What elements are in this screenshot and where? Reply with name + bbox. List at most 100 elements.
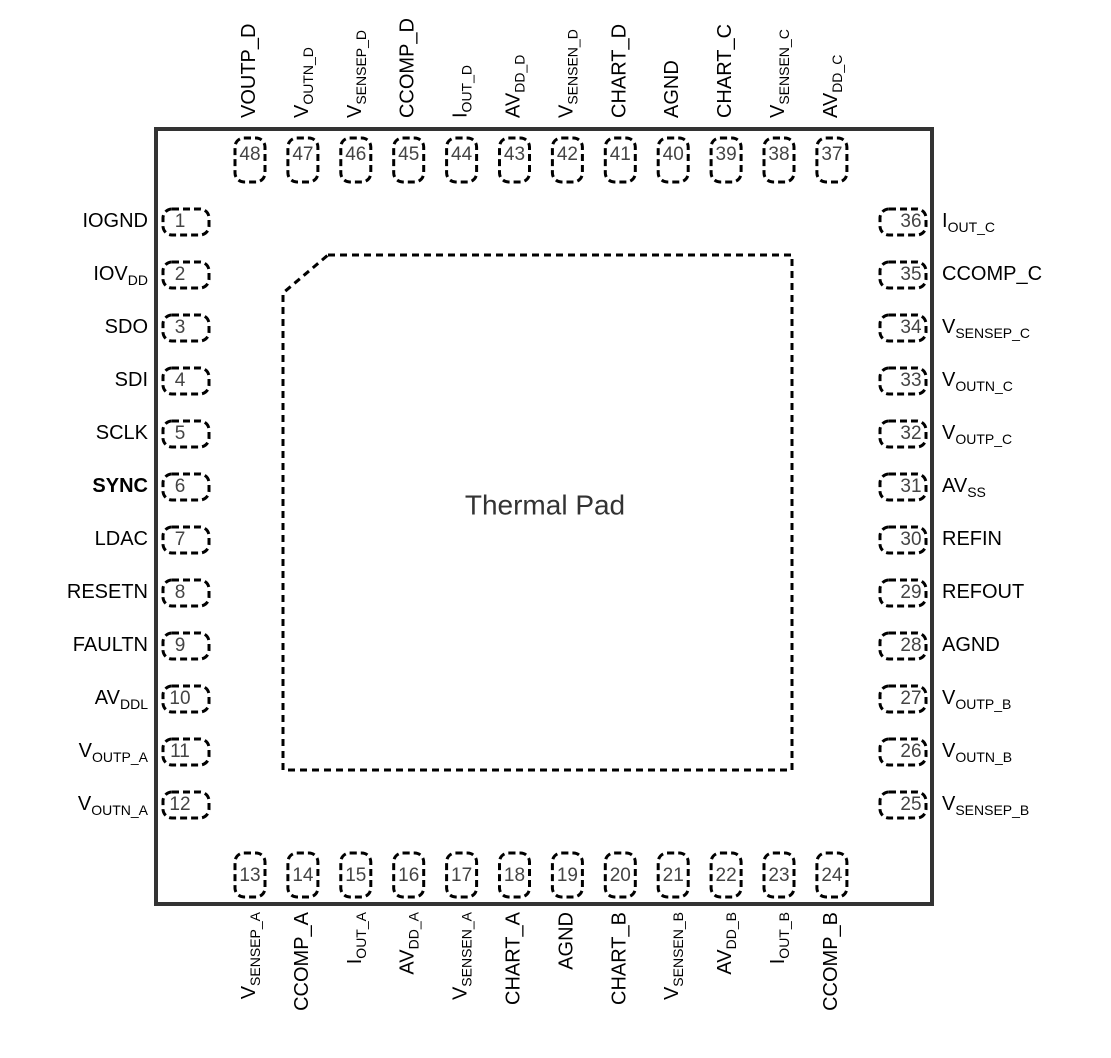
pin-label-main: I [942,210,948,232]
pin-label: AGND [942,634,1000,656]
pin-label: REFIN [942,528,1002,550]
pin-pad [656,136,690,184]
pin-label-main: LDAC [95,528,148,550]
pin-label-sub: DD_B [723,912,739,949]
pin-number: 24 [821,865,843,886]
pin-label: IOVDD [93,263,148,287]
pin-pad [878,472,928,502]
pin-number: 20 [610,865,631,886]
pin-number: 39 [716,144,737,165]
pin-label-sub: SS [967,484,986,500]
pin-label: VOUTP_B [942,687,1011,711]
pin-label-sub: OUT_B [776,912,792,959]
pin-label-main: CHART_D [609,24,631,118]
pin-number: 25 [900,794,921,815]
pin-label-sub: SENSEN_D [564,29,580,104]
pin-label-sub: OUTP_B [955,696,1011,712]
pin-label-main: I [450,112,472,118]
pin-pad [815,136,849,184]
pin-label: SDO [105,316,148,338]
pin-label-main: V [238,985,260,999]
pin-label-main: REFOUT [942,581,1024,603]
pin-label: IOUT_C [942,210,995,234]
pin-label-main: CHART_B [609,912,631,1005]
pin-label: CHART_B [609,912,631,1005]
pin-label-main: AV [714,949,736,975]
pin-pad [286,851,320,899]
pin-label-main: V [767,104,789,118]
pin-label: VSENSEP_C [942,316,1030,340]
pin-number: 12 [169,794,190,815]
pin-label-sub: SENSEN_C [776,29,792,104]
pin-number: 15 [345,865,366,886]
pin-label-main: V [942,740,956,762]
pin-pad [878,260,928,290]
pin-label-sub: DD_C [829,55,845,93]
pin-label: VOUTP_C [942,422,1012,446]
pin-label-main: AGND [556,912,578,970]
pin-label-main: V [942,793,956,815]
pin-number: 44 [451,144,473,165]
pin-number: 3 [175,317,186,338]
pin-label: AVDD_B [714,912,738,975]
pin-label-main: SDI [115,369,148,391]
pin-number: 4 [175,370,186,391]
pin-number: 8 [175,582,186,603]
pin-number: 1 [175,211,186,232]
pin-label-main: CHART_C [714,24,736,118]
pin-label: SYNC [92,475,148,497]
pin-number: 16 [398,865,419,886]
pin-label-main: AGND [661,60,683,118]
pin-number: 48 [239,144,260,165]
pin-label-main: RESETN [67,581,148,603]
pin-number: 14 [292,865,314,886]
pin-label-main: V [942,687,956,709]
pin-number: 35 [900,264,921,285]
pin-pad [709,851,743,899]
pin-pad [161,313,211,343]
pin-label-sub: DD_D [511,55,527,93]
pin-pad [709,136,743,184]
pin-label: IOUT_D [450,65,474,118]
pin-label: CHART_A [503,911,525,1005]
pin-pad [286,136,320,184]
pin-label: AVDDL [95,687,148,711]
pin-number: 30 [900,529,921,550]
pin-number: 10 [169,688,190,709]
pin-label-main: V [942,369,956,391]
pin-pad [550,136,584,184]
pin-label: IOGND [82,210,148,232]
pin-pad [878,207,928,237]
pin-label-sub: DD_A [405,911,421,949]
pin-label-sub: SENSEP_C [955,325,1030,341]
pin-pad [392,136,426,184]
pin-label-main: SYNC [92,475,148,497]
pin-label-main: AV [942,475,968,497]
pin-number: 45 [398,144,419,165]
pin-pad [878,684,928,714]
pin-label-main: V [79,740,93,762]
thermal-pad-label: Thermal Pad [465,489,625,520]
pin-pad [445,136,479,184]
pin-label: RESETN [67,581,148,603]
pin-label-main: V [450,986,472,1000]
pin-label: AVDD_C [820,55,844,118]
pin-label: CCOMP_C [942,263,1042,285]
pin-label-sub: OUTN_A [91,802,148,818]
pin-number: 5 [175,423,186,444]
pin-number: 21 [663,865,684,886]
package-outline [154,127,934,906]
pin-number: 23 [768,865,789,886]
pin-number: 7 [175,529,186,550]
pin-number: 22 [716,865,737,886]
pin-pad [550,851,584,899]
pin-label: AVSS [942,475,986,499]
pin-pad [878,419,928,449]
pin-pad [603,136,637,184]
pin-label: CCOMP_B [820,912,842,1011]
pin-pad [392,851,426,899]
pin-pad [878,737,928,767]
pin-label-sub: OUTP_A [92,749,149,765]
pin-label-main: AV [95,687,121,709]
